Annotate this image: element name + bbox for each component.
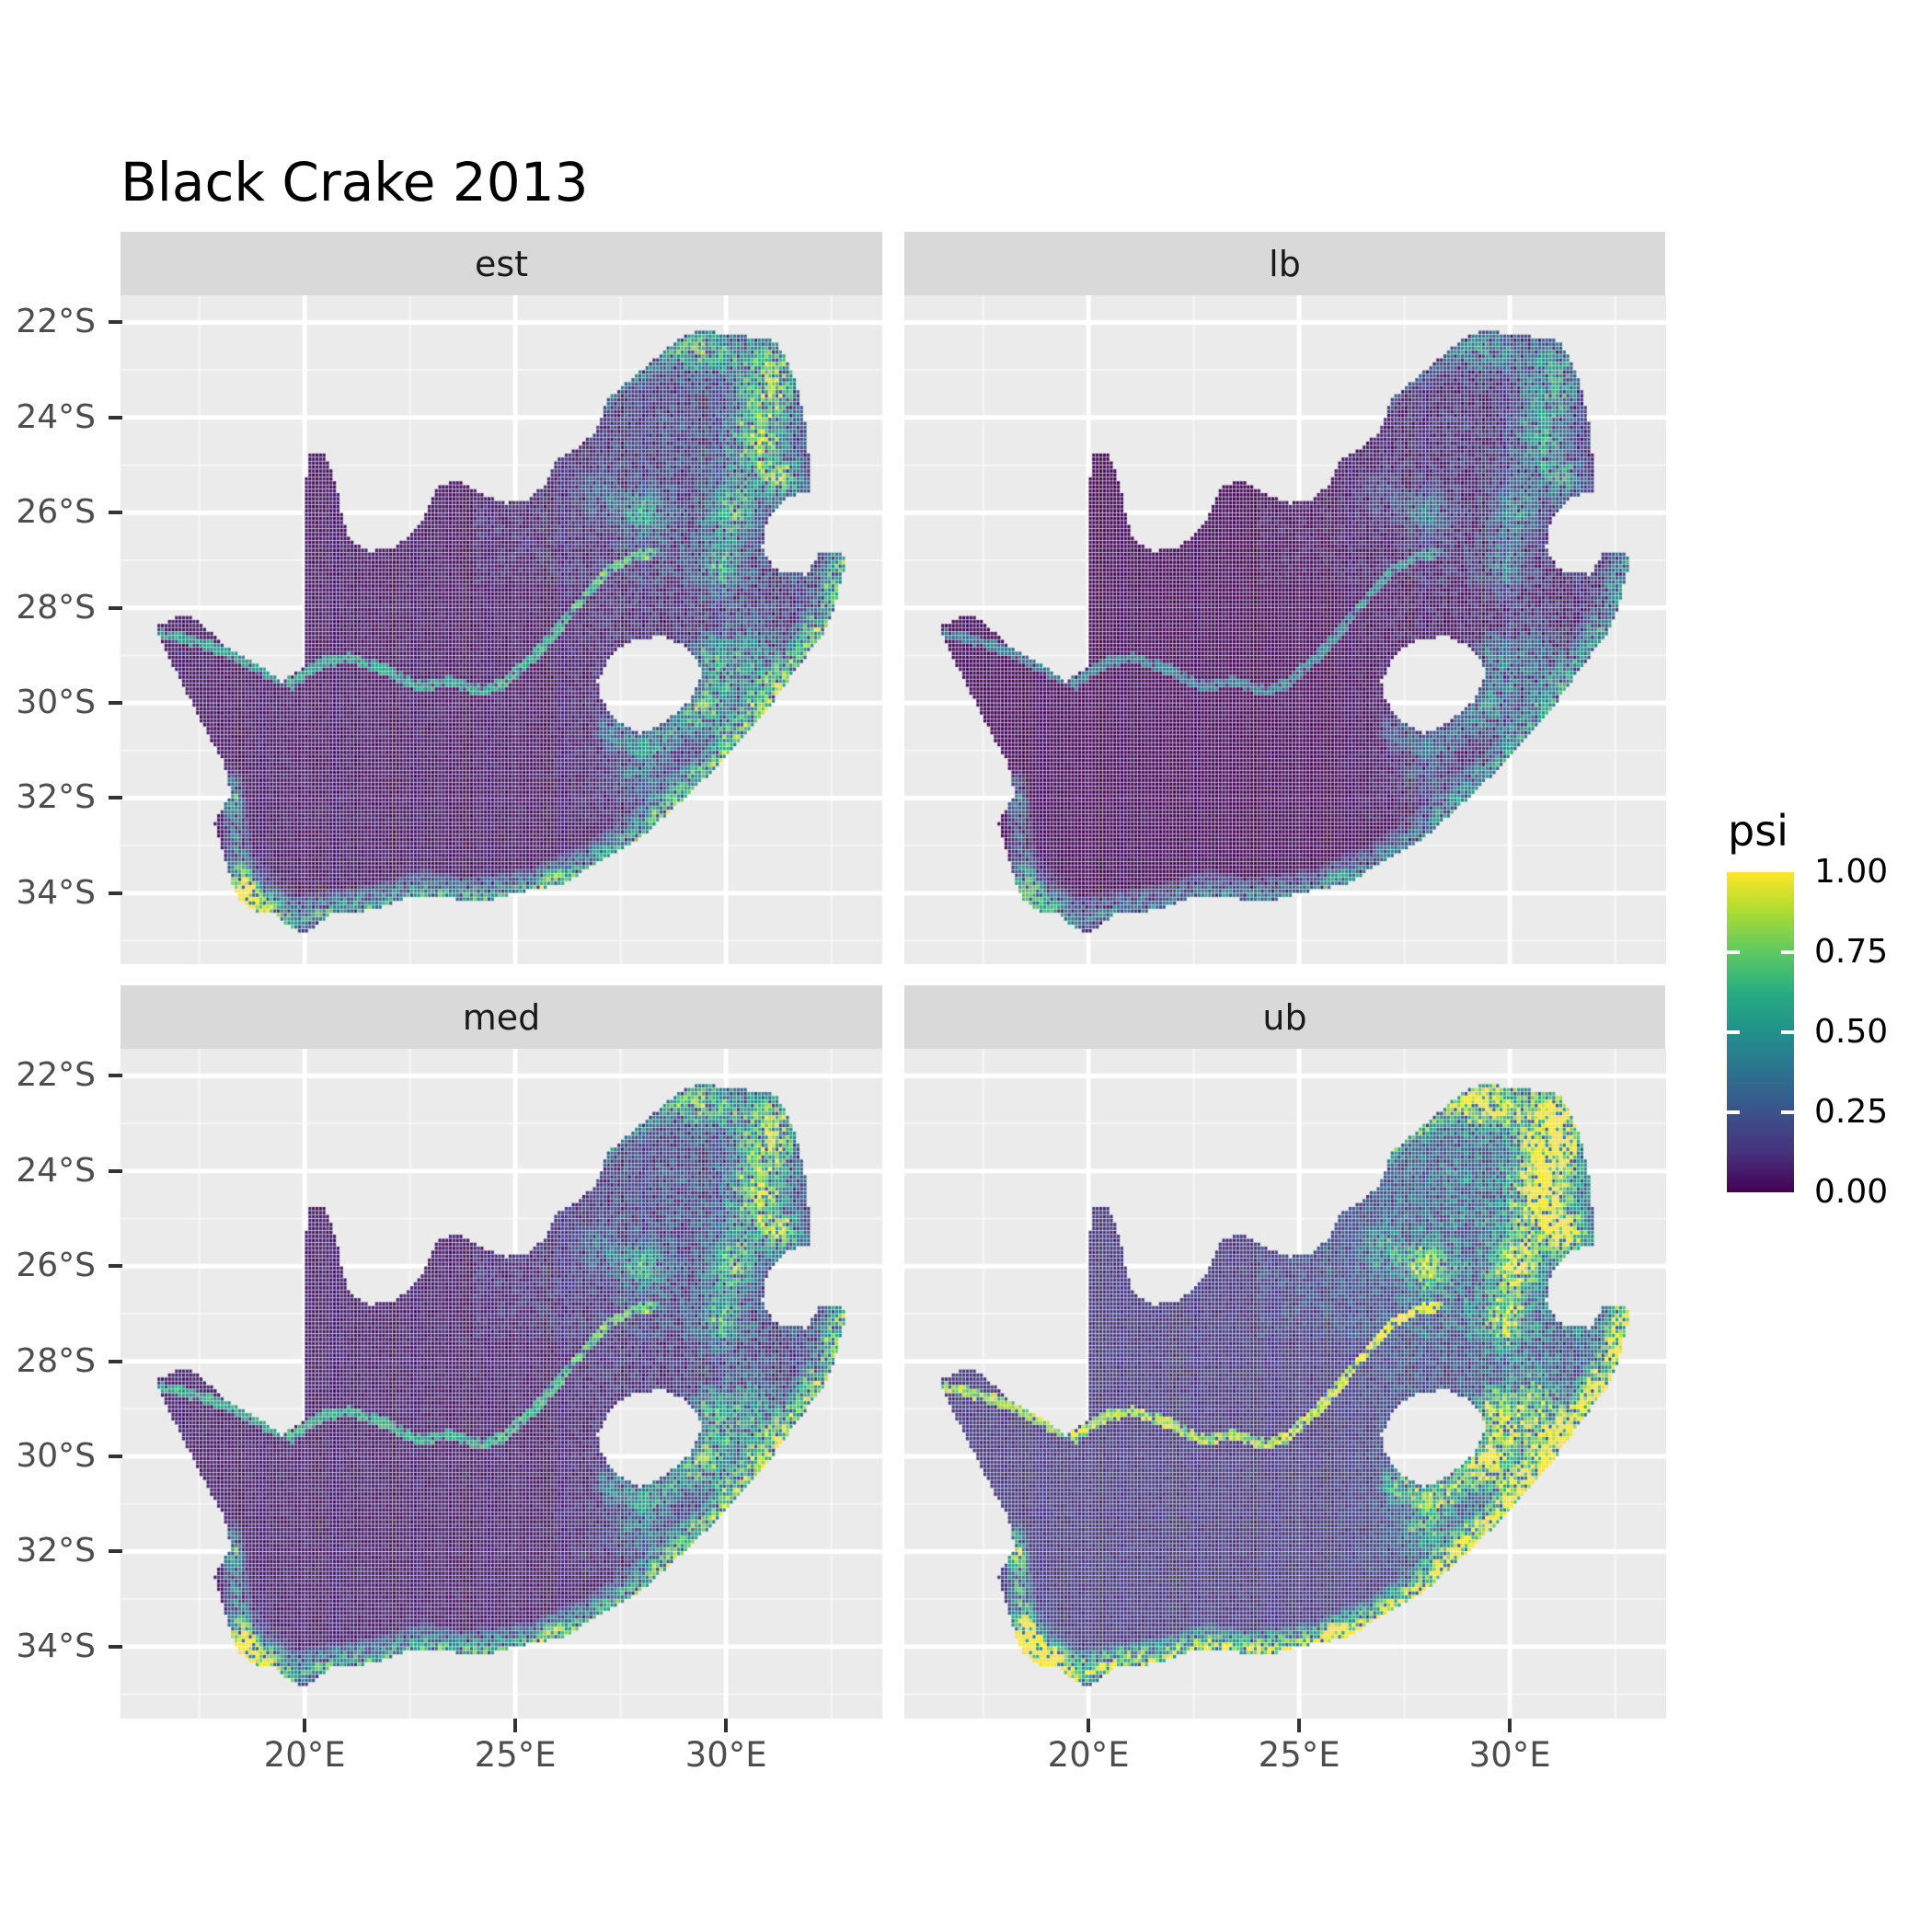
x-axis-label: 20°E	[1047, 1735, 1130, 1775]
y-axis-tick	[109, 511, 122, 515]
y-axis-tick	[109, 1644, 122, 1649]
legend-tick-mark	[1727, 950, 1740, 954]
facet-strip-label-ub: ub	[1262, 996, 1307, 1038]
y-axis-label: 22°S	[16, 1056, 96, 1095]
facet-strip-label-lb: lb	[1269, 243, 1301, 284]
legend-value-label: 1.00	[1814, 853, 1889, 891]
legend-tick-mark	[1781, 950, 1794, 954]
legend-value-label: 0.75	[1814, 933, 1889, 971]
y-axis-tick	[109, 891, 122, 895]
y-axis-label: 24°S	[16, 397, 96, 436]
facet-strip-med: med	[121, 985, 882, 1049]
y-axis-tick	[109, 1359, 122, 1363]
y-axis-tick	[109, 415, 122, 420]
y-axis-tick	[109, 1264, 122, 1269]
x-axis-label: 25°E	[1258, 1735, 1340, 1775]
x-axis-tick	[724, 1719, 729, 1732]
facet-strip-ub: ub	[904, 985, 1665, 1049]
legend-tick-mark	[1781, 1030, 1794, 1034]
facet-strip-label-est: est	[474, 243, 529, 284]
legend-value-label: 0.00	[1814, 1173, 1889, 1211]
y-axis-tick	[109, 320, 122, 325]
legend-tick-mark	[1727, 1030, 1740, 1034]
map-panel-med	[121, 1049, 882, 1719]
map-panel-lb	[904, 295, 1666, 964]
facet-strip-est: est	[121, 232, 882, 295]
y-axis-tick	[109, 1549, 122, 1554]
legend-title: psi	[1728, 806, 1788, 856]
y-axis-label: 28°S	[16, 588, 96, 627]
y-axis-label: 34°S	[16, 1627, 96, 1665]
y-axis-label: 26°S	[16, 1247, 96, 1285]
plot-title: Black Crake 2013	[121, 151, 589, 213]
y-axis-label: 28°S	[16, 1341, 96, 1380]
x-axis-label: 30°E	[1468, 1735, 1551, 1775]
legend-value-label: 0.50	[1814, 1013, 1889, 1051]
y-axis-tick	[109, 1074, 122, 1078]
x-axis-tick	[1297, 1719, 1302, 1732]
map-panel-ub	[904, 1049, 1666, 1719]
legend-tick-mark	[1781, 1110, 1794, 1114]
facet-strip-lb: lb	[904, 232, 1665, 295]
map-panel-est	[121, 295, 882, 964]
x-axis-tick	[303, 1719, 307, 1732]
y-axis-tick	[109, 1168, 122, 1173]
y-axis-label: 32°S	[16, 1532, 96, 1570]
y-axis-label: 30°S	[16, 1437, 96, 1476]
x-axis-label: 25°E	[474, 1735, 557, 1775]
x-axis-label: 20°E	[263, 1735, 346, 1775]
y-axis-label: 34°S	[16, 873, 96, 912]
legend-value-label: 0.25	[1814, 1093, 1889, 1131]
y-axis-label: 22°S	[16, 303, 96, 341]
x-axis-tick	[1508, 1719, 1512, 1732]
y-axis-label: 32°S	[16, 778, 96, 817]
x-axis-tick	[1087, 1719, 1091, 1732]
y-axis-tick	[109, 1455, 122, 1459]
y-axis-tick	[109, 796, 122, 800]
x-axis-tick	[513, 1719, 518, 1732]
x-axis-label: 30°E	[684, 1735, 767, 1775]
y-axis-label: 24°S	[16, 1151, 96, 1190]
y-axis-tick	[109, 605, 122, 610]
y-axis-label: 26°S	[16, 493, 96, 532]
facet-strip-label-med: med	[462, 996, 541, 1038]
legend-tick-mark	[1727, 1110, 1740, 1114]
y-axis-label: 30°S	[16, 684, 96, 722]
y-axis-tick	[109, 701, 122, 706]
